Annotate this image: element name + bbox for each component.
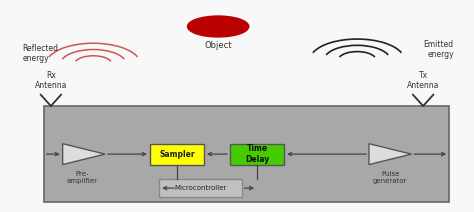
Bar xyxy=(159,179,242,197)
Text: Tx
Antenna: Tx Antenna xyxy=(407,71,439,90)
Text: Pulse
generator: Pulse generator xyxy=(373,171,407,184)
Ellipse shape xyxy=(188,16,249,37)
Text: Time
Delay: Time Delay xyxy=(245,144,269,164)
Polygon shape xyxy=(369,144,411,165)
Text: Sampler: Sampler xyxy=(159,150,195,159)
Bar xyxy=(44,106,449,202)
Text: Pre-
amplifier: Pre- amplifier xyxy=(66,171,97,184)
Polygon shape xyxy=(63,144,105,165)
Text: Emitted
energy: Emitted energy xyxy=(424,40,454,59)
Text: Reflected
energy: Reflected energy xyxy=(23,44,59,63)
Text: Microcontroller: Microcontroller xyxy=(174,185,227,191)
Bar xyxy=(150,144,204,165)
Text: Object: Object xyxy=(204,41,232,50)
Text: Rx
Antenna: Rx Antenna xyxy=(35,71,67,90)
Bar xyxy=(230,144,284,165)
